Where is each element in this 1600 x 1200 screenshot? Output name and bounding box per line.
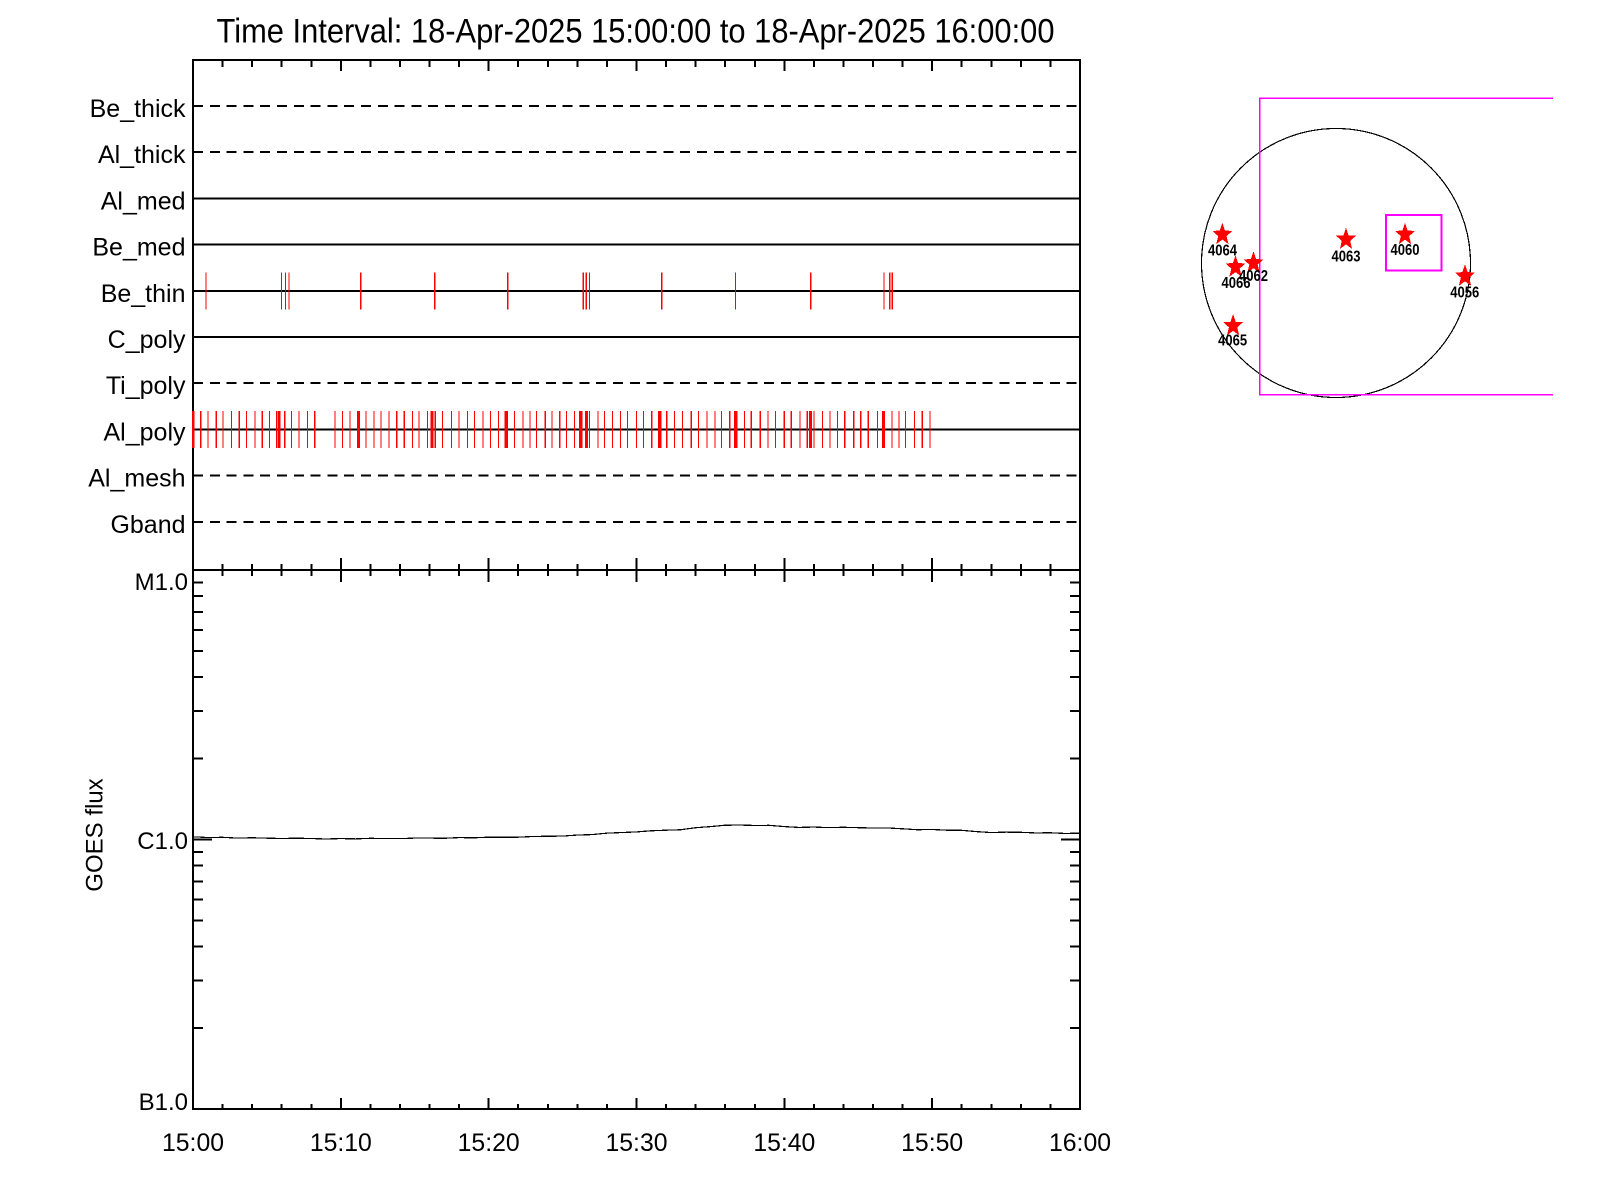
svg-text:15:50: 15:50	[901, 1129, 963, 1157]
svg-text:15:30: 15:30	[606, 1129, 668, 1157]
svg-text:Be_thin: Be_thin	[101, 280, 186, 308]
svg-text:16:00: 16:00	[1049, 1129, 1111, 1157]
svg-text:Ti_poly: Ti_poly	[106, 372, 186, 400]
svg-text:Al_poly: Al_poly	[104, 418, 186, 446]
svg-text:4056: 4056	[1450, 285, 1479, 302]
svg-text:4062: 4062	[1239, 268, 1268, 285]
svg-text:Al_med: Al_med	[101, 187, 186, 215]
svg-text:4063: 4063	[1332, 248, 1361, 265]
svg-text:Be_thick: Be_thick	[90, 95, 186, 123]
svg-text:4060: 4060	[1391, 242, 1420, 259]
svg-text:C1.0: C1.0	[137, 828, 188, 855]
svg-text:M1.0: M1.0	[135, 569, 188, 596]
svg-text:B1.0: B1.0	[139, 1089, 188, 1116]
svg-text:4064: 4064	[1208, 243, 1237, 260]
svg-text:4065: 4065	[1218, 332, 1247, 349]
svg-text:Al_mesh: Al_mesh	[88, 465, 185, 493]
svg-text:4066: 4066	[1222, 275, 1251, 292]
svg-text:15:40: 15:40	[753, 1129, 815, 1157]
svg-text:Gband: Gband	[110, 511, 185, 539]
svg-text:15:20: 15:20	[458, 1129, 520, 1157]
svg-text:GOES flux: GOES flux	[82, 778, 109, 891]
svg-text:Be_med: Be_med	[92, 234, 185, 262]
svg-text:15:00: 15:00	[162, 1129, 224, 1157]
svg-text:Time Interval: 18-Apr-2025 15:: Time Interval: 18-Apr-2025 15:00:00 to 1…	[217, 13, 1055, 51]
svg-text:Al_thick: Al_thick	[98, 141, 186, 169]
svg-text:C_poly: C_poly	[108, 326, 186, 354]
svg-text:15:10: 15:10	[310, 1129, 372, 1157]
